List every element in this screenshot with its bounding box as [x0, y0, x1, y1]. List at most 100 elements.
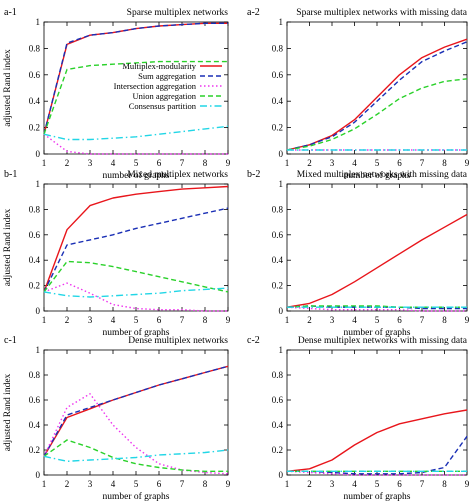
- x-axis-label: number of graphs: [343, 491, 410, 502]
- series-line-sum-aggregation: [286, 41, 468, 151]
- y-tick-label: 0.6: [29, 70, 41, 80]
- series-line-intersection-aggregation: [43, 282, 228, 312]
- x-tick-label: 6: [157, 479, 162, 489]
- x-tick-label: 4: [111, 158, 116, 168]
- x-tick-label: 2: [65, 158, 70, 168]
- plot-frame: [286, 21, 468, 155]
- y-tick-label: 0: [36, 470, 41, 480]
- x-tick-label: 1: [285, 315, 290, 325]
- y-tick-label: 1: [279, 345, 284, 355]
- series-line-consensus-partition: [43, 449, 229, 462]
- legend-entry-label: Sum aggregation: [138, 71, 197, 81]
- y-axis-label: adjusted Rand index: [3, 208, 13, 286]
- series-line-intersection-aggregation: [43, 393, 229, 475]
- y-tick-label: 0.4: [29, 420, 41, 430]
- y-tick-label: 0.8: [29, 204, 41, 214]
- x-tick-label: 7: [420, 158, 425, 168]
- panel-label: b-2: [247, 169, 260, 180]
- panel-title: Dense multiplex networks with missing da…: [298, 336, 468, 346]
- series-line-multiplex-modularity: [286, 213, 468, 308]
- y-tick-label: 0.4: [272, 255, 284, 265]
- chart-panel-b-1: b-1 Mixed multiplex networks 1 2 3 4 5 6 7 8 9 0 0.2…: [3, 169, 231, 338]
- x-tick-label: 8: [442, 158, 447, 168]
- series-line-consensus-partition: [43, 125, 229, 141]
- x-tick-label: 3: [330, 158, 335, 168]
- x-tick-label: 5: [375, 315, 380, 325]
- y-tick-label: 1: [36, 179, 41, 189]
- x-tick-label: 2: [307, 315, 312, 325]
- y-tick-label: 0.6: [272, 230, 284, 240]
- y-tick-label: 0.8: [272, 370, 284, 380]
- x-tick-label: 3: [330, 315, 335, 325]
- x-tick-label: 3: [88, 479, 93, 489]
- y-tick-label: 0.8: [272, 204, 284, 214]
- x-tick-label: 4: [352, 158, 357, 168]
- x-tick-label: 8: [442, 315, 447, 325]
- y-tick-label: 0.6: [29, 395, 41, 405]
- x-tick-label: 3: [330, 479, 335, 489]
- y-tick-label: 0.4: [29, 96, 41, 106]
- plot-frame: [43, 183, 229, 312]
- y-tick-label: 0: [279, 149, 284, 159]
- panel-title: Sparse multiplex networks: [127, 8, 229, 18]
- panel-title: Dense multiplex networks: [128, 336, 228, 346]
- series-line-sum-aggregation: [43, 22, 228, 135]
- x-axis-label: number of graphs: [102, 491, 169, 502]
- chart-panel-a-2: a-2 Sparse multiplex networks with missin…: [247, 7, 470, 181]
- series-line-multiplex-modularity: [286, 409, 468, 472]
- series-line-union-aggregation: [286, 78, 468, 151]
- y-axis-label: adjusted Rand index: [3, 49, 13, 127]
- x-tick-label: 8: [203, 315, 208, 325]
- x-tick-label: 9: [465, 315, 470, 325]
- x-tick-label: 9: [226, 479, 231, 489]
- x-tick-label: 7: [180, 479, 185, 489]
- panel-title: Sparse multiplex networks with missing d…: [296, 8, 468, 18]
- y-tick-label: 0.6: [272, 395, 284, 405]
- series-line-multiplex-modularity: [43, 365, 229, 457]
- plot-frame: [43, 349, 229, 476]
- x-tick-label: 5: [134, 158, 139, 168]
- x-tick-label: 8: [442, 479, 447, 489]
- x-tick-label: 6: [397, 158, 402, 168]
- y-tick-label: 0.2: [29, 281, 40, 291]
- x-tick-label: 7: [420, 315, 425, 325]
- plot-frame: [286, 183, 468, 312]
- y-tick-label: 0.2: [272, 445, 283, 455]
- panel-label: a-2: [247, 7, 260, 18]
- x-axis-label: number of graphs: [102, 327, 169, 338]
- series-line-consensus-partition: [43, 287, 229, 298]
- x-tick-label: 1: [42, 479, 47, 489]
- x-tick-label: 6: [397, 315, 402, 325]
- x-tick-label: 8: [203, 479, 208, 489]
- y-tick-label: 0.2: [29, 445, 40, 455]
- x-tick-label: 4: [352, 479, 357, 489]
- x-axis-label: number of graphs: [343, 170, 410, 181]
- x-tick-label: 3: [88, 158, 93, 168]
- x-tick-label: 1: [42, 315, 47, 325]
- x-tick-label: 4: [111, 315, 116, 325]
- x-tick-label: 2: [307, 479, 312, 489]
- x-tick-label: 2: [65, 479, 70, 489]
- x-tick-label: 9: [465, 479, 470, 489]
- y-tick-label: 1: [36, 345, 41, 355]
- series-line-union-aggregation: [43, 60, 228, 135]
- x-tick-label: 2: [65, 315, 70, 325]
- x-tick-label: 4: [352, 315, 357, 325]
- y-tick-label: 0.8: [29, 43, 41, 53]
- x-tick-label: 6: [157, 158, 162, 168]
- x-tick-label: 2: [307, 158, 312, 168]
- x-tick-label: 5: [375, 479, 380, 489]
- y-tick-label: 0: [279, 306, 284, 316]
- x-tick-label: 6: [397, 479, 402, 489]
- legend-entry-label: Intersection aggregation: [114, 81, 197, 91]
- y-tick-label: 0.8: [29, 370, 41, 380]
- y-tick-label: 0.2: [29, 123, 40, 133]
- series-line-union-aggregation: [43, 260, 229, 293]
- panel-label: c-2: [247, 335, 260, 346]
- x-tick-label: 4: [111, 479, 116, 489]
- x-tick-label: 7: [180, 315, 185, 325]
- panel-label: b-1: [4, 169, 17, 180]
- series-line-sum-aggregation: [43, 365, 229, 457]
- x-tick-label: 1: [285, 158, 290, 168]
